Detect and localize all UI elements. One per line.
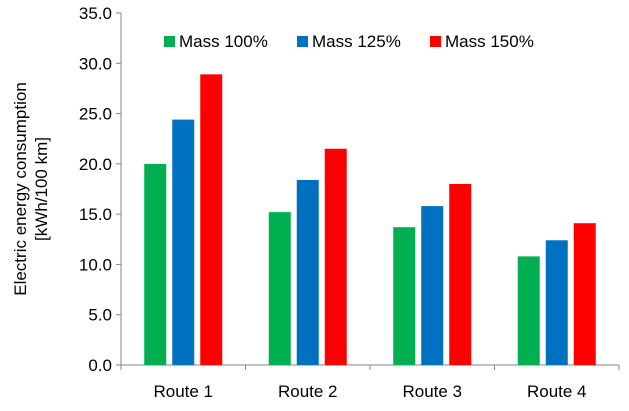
bar-route-3-mass-100 (393, 227, 416, 365)
y-tick-label: 5.0 (88, 306, 112, 325)
bar-route-4-mass-150 (573, 223, 596, 365)
bar-route-2-mass-150 (324, 148, 347, 365)
bar-route-1-mass-125 (172, 119, 195, 365)
y-tick-label: 25.0 (79, 105, 112, 124)
bars (144, 74, 596, 365)
y-tick-label: 0.0 (88, 356, 112, 375)
legend-swatch (430, 36, 441, 47)
bar-route-2-mass-100 (268, 212, 291, 365)
y-axis-label-line2: [kWh/100 km] (32, 137, 51, 241)
legend: Mass 100% Mass 125% Mass 150% (164, 32, 534, 51)
y-axis-label: Electric energy consumption [kWh/100 km] (11, 82, 51, 296)
y-tick-label: 10.0 (79, 255, 112, 274)
y-axis-label-line1: Electric energy consumption (11, 82, 30, 296)
y-tick-label: 35.0 (79, 4, 112, 23)
x-tick-label: Route 3 (402, 382, 462, 401)
y-ticks: 0.0 5.0 10.0 15.0 20.0 25.0 30.0 35.0 (79, 4, 121, 375)
y-tick-label: 30.0 (79, 54, 112, 73)
bar-route-4-mass-125 (545, 240, 568, 365)
x-tick-label: Route 4 (527, 382, 587, 401)
bar-route-2-mass-125 (296, 179, 319, 365)
bar-route-3-mass-150 (449, 183, 472, 365)
legend-swatch (164, 36, 175, 47)
x-tick-label: Route 2 (278, 382, 338, 401)
bar-route-1-mass-150 (200, 74, 223, 365)
bar-route-1-mass-100 (144, 163, 167, 365)
legend-label: Mass 125% (312, 32, 401, 51)
legend-label: Mass 100% (179, 32, 268, 51)
bar-route-3-mass-125 (421, 206, 444, 365)
legend-swatch (297, 36, 308, 47)
x-tick-labels: Route 1 Route 2 Route 3 Route 4 (153, 382, 586, 401)
axes (120, 13, 620, 370)
legend-label: Mass 150% (445, 32, 534, 51)
bar-route-4-mass-100 (517, 256, 540, 365)
x-tick-label: Route 1 (153, 382, 213, 401)
y-tick-label: 15.0 (79, 205, 112, 224)
y-tick-label: 20.0 (79, 155, 112, 174)
